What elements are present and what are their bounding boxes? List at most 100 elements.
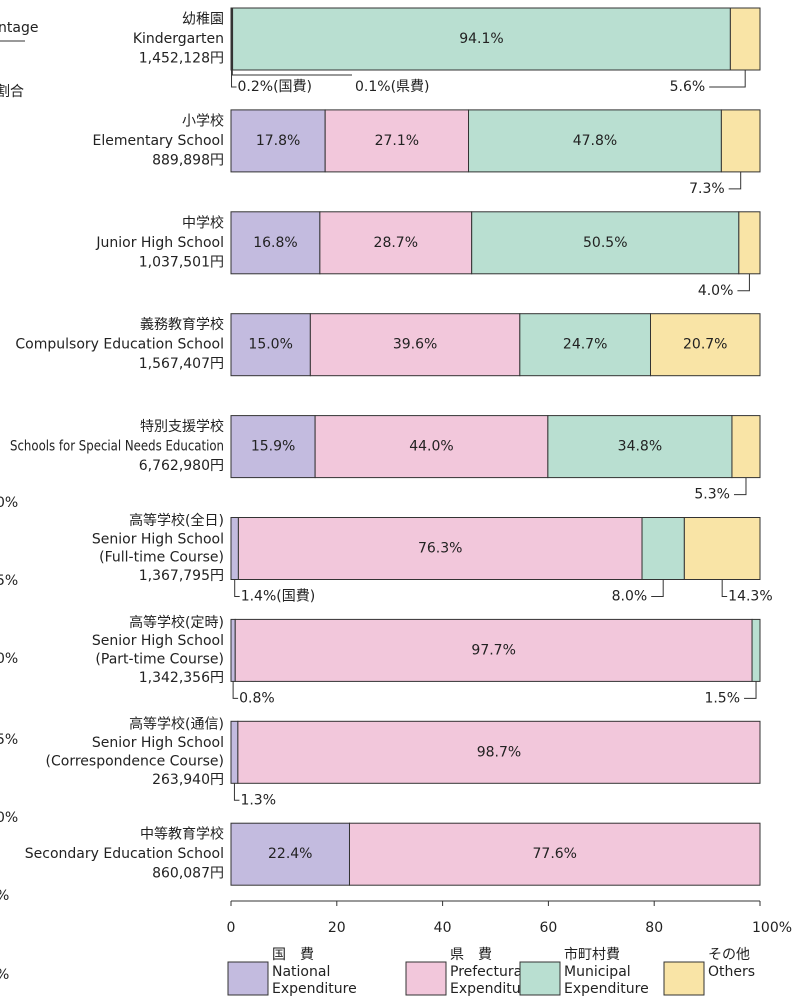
category-label: 高等学校(全日) [129, 512, 224, 529]
value-label: 50.5% [583, 235, 627, 251]
bar-segment [232, 7, 731, 71]
legend-label-en: Others [708, 964, 755, 980]
value-label: 0.1%(県費) [355, 79, 430, 95]
value-label: 5.3% [694, 487, 730, 503]
bar-segment [309, 313, 521, 377]
value-label: 22.4% [268, 846, 312, 862]
bar-segment [230, 517, 239, 580]
x-tick-label: 40 [434, 920, 452, 936]
bar-segment [314, 415, 549, 479]
bar-segment [237, 720, 761, 784]
leader-line [737, 273, 750, 292]
value-label: 4.0% [698, 283, 734, 299]
category-label-en: Schools for Special Needs Education [10, 439, 224, 455]
bar-segment [230, 313, 311, 377]
value-label: 0.8% [239, 690, 275, 706]
category-label-en: Senior High School [92, 735, 224, 751]
leader-line [728, 171, 742, 190]
bar-segment [547, 415, 733, 479]
value-label: 77.6% [533, 846, 577, 862]
value-label: 1.3% [240, 792, 276, 808]
leader-line [234, 579, 240, 597]
category-label: 高等学校(通信) [129, 716, 224, 733]
legend-label-en: Expenditure [450, 981, 535, 997]
category-label: 義務教育学校 [140, 316, 224, 333]
bar-segment [234, 618, 753, 682]
x-tick-label: 100% [752, 920, 792, 936]
value-label: 16.8% [253, 235, 297, 251]
category-label-en: (Full-time Course) [99, 550, 224, 566]
legend-swatch [519, 961, 561, 996]
category-label: 小学校 [182, 112, 224, 129]
legend-label: 県 費 [450, 947, 492, 963]
category-label-en: (Part-time Course) [95, 652, 224, 668]
value-label: 34.8% [618, 439, 662, 455]
value-label: 44.0% [409, 439, 453, 455]
leader-line [744, 681, 757, 699]
legend-swatch [663, 961, 705, 996]
edge-text: 0% [0, 495, 18, 511]
legend-label-en: Expenditure [564, 981, 649, 997]
category-total: 860,087円 [152, 866, 224, 882]
category-total: 889,898円 [152, 152, 224, 168]
category-label-en: Senior High School [92, 531, 224, 547]
category-label-en: Compulsory Education School [15, 337, 224, 353]
legend-label-en: National [272, 964, 330, 980]
category-label: 高等学校(定時) [129, 614, 224, 631]
category-label: 幼稚園 [182, 12, 224, 28]
bar-segment [649, 313, 761, 377]
x-tick-label: 60 [539, 920, 557, 936]
leader-line [232, 681, 239, 699]
legend-swatch [405, 961, 447, 996]
category-total: 1,342,356円 [139, 670, 224, 686]
value-label: 15.0% [248, 337, 292, 353]
value-label: 17.8% [256, 133, 300, 149]
bar-segment [230, 720, 239, 784]
value-label: 27.1% [375, 133, 419, 149]
value-label: 98.7% [477, 744, 521, 760]
value-label: 1.5% [704, 690, 740, 706]
bar-segment [230, 822, 350, 886]
bar-segment [348, 822, 761, 886]
leader-line [709, 70, 746, 88]
legend-label: 市町村費 [564, 946, 620, 963]
value-label: 14.3% [728, 589, 772, 605]
category-total: 6,762,980円 [139, 458, 224, 474]
edge-text: 0% [0, 651, 18, 667]
legend-label: その他 [708, 947, 750, 963]
legend-label: 国 費 [272, 947, 314, 963]
x-tick-label: 0 [227, 920, 236, 936]
value-label: 20.7% [683, 337, 727, 353]
leader-line [231, 70, 237, 88]
value-label: 0.2%(国費) [238, 79, 312, 95]
bar-segment [230, 618, 236, 682]
bar-segment [731, 415, 761, 479]
value-label: 76.3% [418, 541, 462, 557]
edge-text: 5% [0, 732, 18, 748]
category-label: 特別支援学校 [140, 418, 224, 435]
x-tick-label: 80 [645, 920, 663, 936]
category-label-en: Junior High School [95, 235, 224, 251]
bar-segment [683, 517, 761, 580]
legend-label-en: Municipal [564, 964, 631, 980]
edge-text: 割合 [0, 83, 24, 100]
bar-segment [230, 415, 316, 479]
bar-segment [471, 211, 740, 275]
bar-segment [519, 313, 651, 377]
bar-segment [729, 7, 761, 71]
value-label: 97.7% [471, 642, 515, 658]
category-label-en: Secondary Education School [25, 846, 224, 862]
bar-segment [720, 109, 761, 173]
bar-segment [237, 517, 643, 580]
edge-text: % [0, 967, 9, 983]
value-label: 1.4%(国費) [241, 589, 316, 605]
category-total: 1,567,407円 [139, 356, 224, 372]
category-label-en: Senior High School [92, 633, 224, 649]
value-label: 24.7% [563, 337, 607, 353]
bar-segment [641, 517, 685, 580]
bar-segment [738, 211, 761, 275]
leader-line [651, 579, 664, 597]
category-label: 中等教育学校 [140, 826, 224, 843]
value-label: 94.1% [459, 31, 503, 47]
